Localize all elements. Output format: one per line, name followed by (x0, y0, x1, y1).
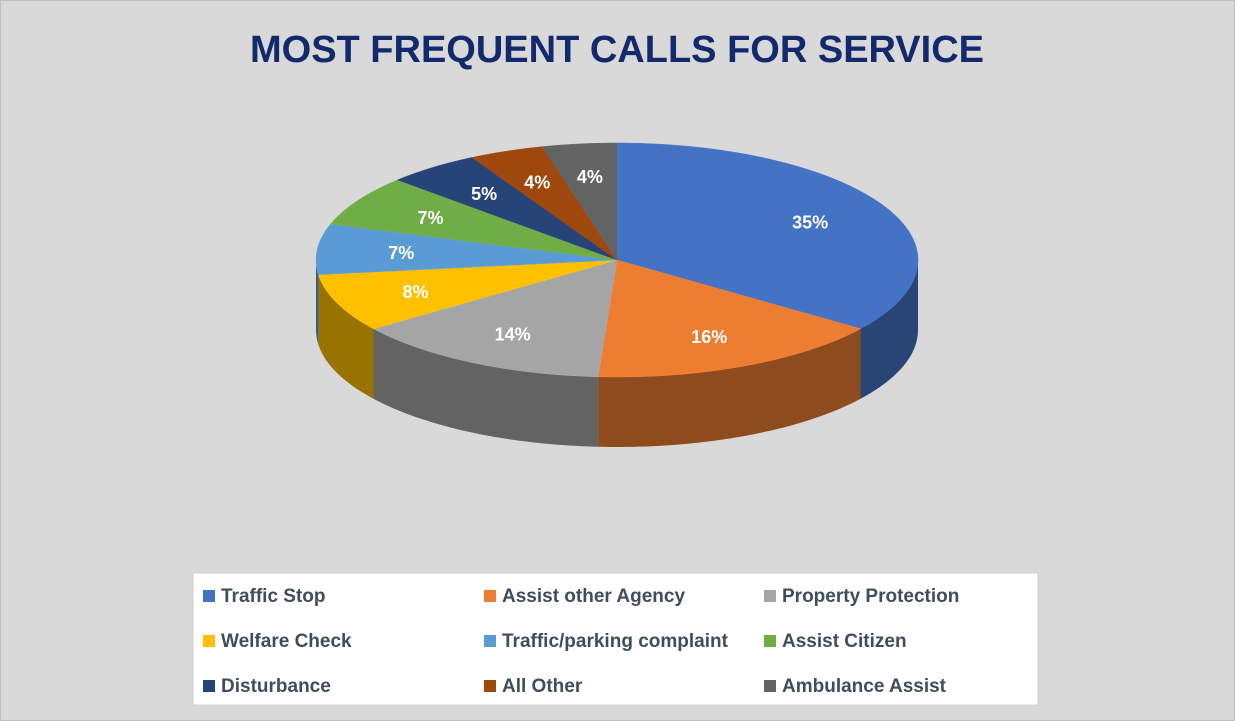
legend-label: Disturbance (221, 676, 331, 697)
data-label: 7% (417, 208, 443, 228)
legend-swatch (484, 635, 496, 647)
pie-slice (315, 223, 618, 275)
data-label: 8% (402, 282, 428, 302)
data-label: 7% (388, 243, 414, 263)
legend-label: Assist Citizen (782, 631, 907, 652)
legend-label: Assist other Agency (502, 586, 685, 607)
pie-slice (330, 179, 618, 261)
legend-swatch (764, 635, 776, 647)
chart-title: MOST FREQUENT CALLS FOR SERVICE (250, 29, 984, 71)
pie-slice-side (860, 260, 918, 399)
legend-swatch (764, 590, 776, 602)
data-label: 14% (495, 325, 531, 345)
pie-slice-side (598, 328, 861, 447)
pie-slice (372, 259, 618, 378)
legend-label: Ambulance Assist (782, 676, 947, 697)
legend-swatch (484, 590, 496, 602)
pie-slice (318, 259, 618, 330)
legend-label: All Other (502, 676, 583, 697)
pie-slice (597, 259, 862, 378)
pie-slice (471, 146, 618, 261)
pie-slice-side (316, 260, 319, 345)
pie-slice-side (318, 274, 374, 399)
legend-swatch (764, 680, 776, 692)
pie-slice (541, 142, 618, 261)
pie-slice (616, 142, 919, 330)
legend-label: Welfare Check (221, 631, 352, 652)
data-label: 5% (471, 184, 497, 204)
legend (192, 572, 1039, 706)
legend-swatch (484, 680, 496, 692)
legend-swatch (203, 590, 215, 602)
legend-swatch (203, 680, 215, 692)
data-label: 35% (792, 213, 828, 233)
data-label: 16% (691, 327, 727, 347)
legend-swatch (203, 635, 215, 647)
pie-slice (396, 157, 618, 261)
pie-slice-side (373, 328, 599, 447)
legend-label: Property Protection (782, 586, 959, 607)
legend-label: Traffic/parking complaint (502, 631, 729, 652)
data-label: 4% (524, 172, 550, 192)
data-label: 4% (577, 167, 603, 187)
legend-label: Traffic Stop (221, 586, 326, 607)
